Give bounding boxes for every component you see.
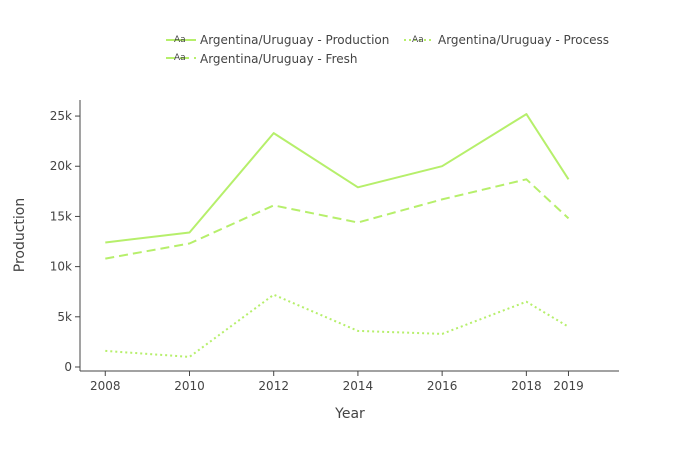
x-axis-title: Year (334, 406, 365, 422)
y-axis-title: Production (12, 198, 28, 272)
data-point[interactable] (102, 256, 108, 262)
data-point[interactable] (102, 348, 108, 354)
data-point[interactable] (565, 324, 571, 330)
legend-label-process: Argentina/Uruguay - Process (438, 33, 609, 47)
x-tick-label: 2008 (90, 379, 121, 393)
legend-item-production[interactable]: Aa Argentina/Uruguay - Production (166, 33, 389, 47)
data-point[interactable] (565, 176, 571, 182)
data-point[interactable] (271, 202, 277, 208)
data-point[interactable] (439, 163, 445, 169)
legend-item-process[interactable]: Aa Argentina/Uruguay - Process (404, 33, 609, 47)
data-point[interactable] (355, 328, 361, 334)
data-point[interactable] (271, 130, 277, 136)
data-point[interactable] (102, 240, 108, 246)
data-point[interactable] (439, 331, 445, 337)
legend-symbol-process: Aa (412, 35, 424, 45)
series-line-2[interactable] (105, 178, 570, 260)
data-point[interactable] (523, 111, 529, 117)
x-tick-label: 2012 (258, 379, 289, 393)
series-line-1[interactable] (105, 293, 570, 358)
x-tick-label: 2014 (343, 379, 374, 393)
y-tick-label: 5k (57, 310, 72, 324)
data-point[interactable] (523, 299, 529, 305)
y-axis-ticks: 0 5k 10k 15k 20k 25k (50, 109, 80, 374)
data-point[interactable] (523, 176, 529, 182)
y-tick-label: 0 (64, 360, 72, 374)
x-tick-label: 2018 (511, 379, 542, 393)
data-point[interactable] (565, 215, 571, 221)
x-tick-label: 2016 (427, 379, 458, 393)
x-axis-ticks: 2008 2010 2012 2014 2016 2018 2019 (90, 371, 584, 393)
legend[interactable]: Aa Argentina/Uruguay - Production Aa Arg… (166, 33, 609, 66)
data-point[interactable] (355, 219, 361, 225)
legend-symbol-fresh: Aa (174, 53, 186, 63)
legend-symbol-production: Aa (174, 35, 186, 45)
y-tick-label: 10k (50, 260, 72, 274)
legend-label-fresh: Argentina/Uruguay - Fresh (200, 52, 357, 66)
x-tick-label: 2019 (553, 379, 584, 393)
y-tick-label: 20k (50, 159, 72, 173)
y-tick-label: 25k (50, 109, 72, 123)
series-line-0[interactable] (105, 113, 570, 244)
data-point[interactable] (271, 292, 277, 298)
legend-label-production: Argentina/Uruguay - Production (200, 33, 389, 47)
series-layer (102, 111, 571, 360)
data-point[interactable] (439, 196, 445, 202)
data-point[interactable] (186, 229, 192, 235)
legend-item-fresh[interactable]: Aa Argentina/Uruguay - Fresh (166, 52, 357, 66)
data-point[interactable] (186, 241, 192, 247)
data-point[interactable] (355, 184, 361, 190)
x-tick-label: 2010 (174, 379, 205, 393)
data-point[interactable] (186, 354, 192, 360)
y-tick-label: 15k (50, 209, 72, 223)
